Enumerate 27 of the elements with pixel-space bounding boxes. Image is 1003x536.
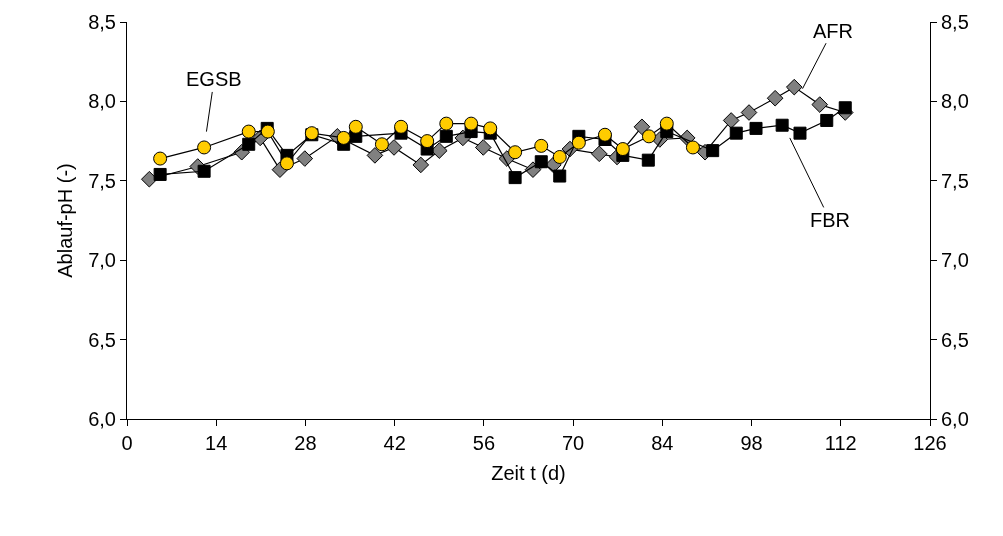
- x-tick-label: 56: [472, 432, 496, 454]
- y-axis-title: Ablauf-pH (-): [53, 163, 76, 278]
- x-tick-label: 112: [824, 432, 857, 454]
- x-tick-label: 14: [205, 432, 228, 454]
- y2-tick-label: 8,5: [941, 11, 969, 33]
- x-tick-label: 42: [383, 432, 406, 454]
- annotation: EGSB: [186, 68, 242, 90]
- y-tick-label: 7,0: [88, 249, 116, 272]
- y2-tick-label: 6,5: [941, 328, 969, 351]
- y2-tick-label: 7,5: [941, 169, 969, 192]
- x-tick-label: 126: [913, 432, 947, 454]
- x-tick-label: 70: [561, 432, 585, 454]
- x-axis-title: Zeit t (d): [491, 461, 566, 484]
- x-tick-label: 28: [294, 432, 317, 454]
- y2-tick-label: 7,0: [941, 249, 969, 272]
- y2-tick-label: 6,0: [941, 408, 969, 430]
- annotation: AFR: [813, 20, 853, 42]
- y-tick-label: 7,5: [88, 169, 116, 192]
- x-tick-label: 98: [740, 432, 763, 454]
- x-tick-label: 0: [121, 432, 133, 454]
- y-tick-label: 8,5: [88, 11, 116, 33]
- y-tick-label: 8,0: [88, 90, 116, 113]
- y-tick-label: 6,5: [88, 328, 116, 351]
- annotation: FBR: [810, 209, 850, 231]
- y2-tick-label: 8,0: [941, 90, 969, 113]
- x-tick-label: 84: [651, 432, 674, 454]
- y-tick-label: 6,0: [88, 408, 116, 430]
